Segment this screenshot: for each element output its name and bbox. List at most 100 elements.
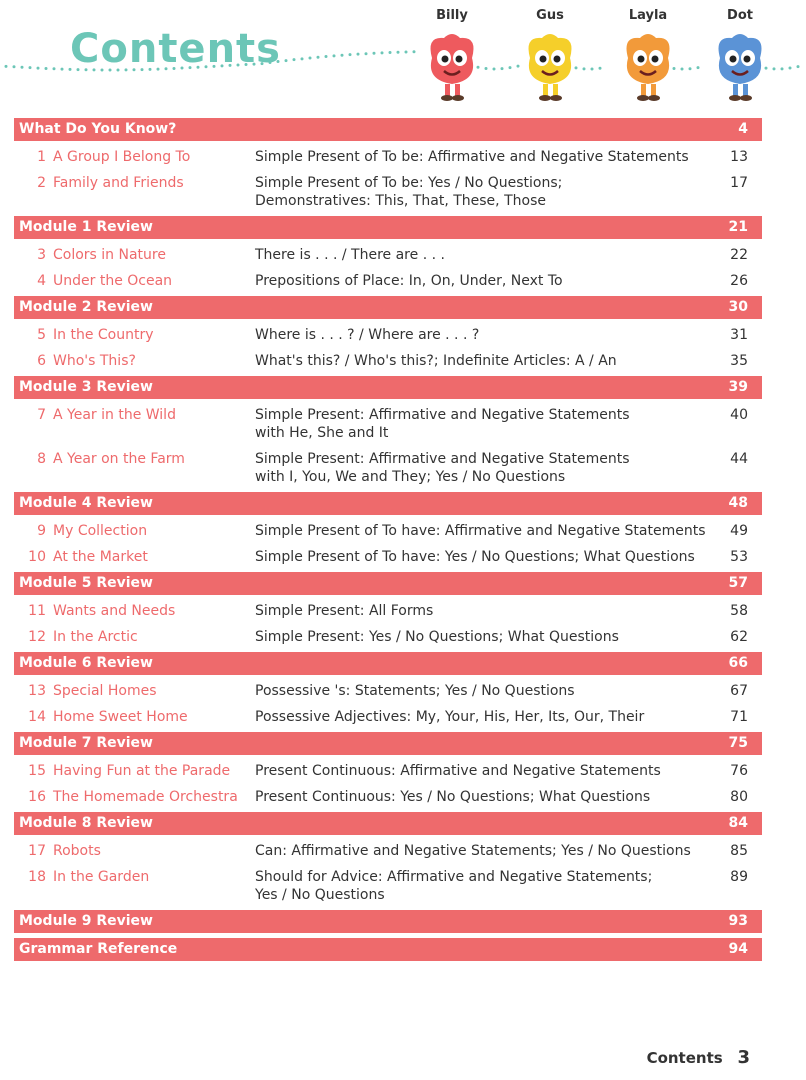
unit-page: 44 [730, 451, 748, 467]
unit-number: 6 [37, 353, 46, 369]
unit-row: 10 At the Market Simple Present of To have… [14, 548, 762, 566]
grammar-topic: There is . . . / There are . . . [255, 246, 725, 264]
section-title: Module 7 Review [19, 735, 153, 751]
unit-title: The Homemade Orchestra [53, 789, 238, 805]
grammar-topic: Simple Present of To be: Yes / No Questi… [255, 174, 725, 210]
unit-number: 7 [37, 407, 46, 423]
unit-number: 9 [37, 523, 46, 539]
unit-title: Under the Ocean [53, 273, 173, 289]
unit-row: 17 Robots Can: Affirmative and Negative St… [14, 842, 762, 860]
grammar-line: Simple Present: Affirmative and Negative… [255, 451, 630, 467]
section-header: Module 8 Review 84 [14, 812, 762, 835]
character-dot: Dot [700, 8, 780, 104]
grammar-line: Prepositions of Place: In, On, Under, Ne… [255, 273, 563, 289]
grammar-line: Where is . . . ? / Where are . . . ? [255, 327, 480, 343]
grammar-line: Yes / No Questions [255, 887, 385, 903]
section-header: What Do You Know? 4 [14, 118, 762, 141]
character-name: Dot [727, 8, 753, 23]
unit-page: 80 [730, 789, 748, 805]
unit-page: 89 [730, 869, 748, 885]
grammar-line: Present Continuous: Affirmative and Nega… [255, 763, 661, 779]
grammar-line: Simple Present: All Forms [255, 603, 434, 619]
unit-page: 71 [730, 709, 748, 725]
grammar-topic: Present Continuous: Yes / No Questions; … [255, 788, 725, 806]
unit-number: 15 [28, 763, 46, 779]
unit-row: 8 A Year on the Farm Simple Present: Affir… [14, 450, 762, 486]
unit-title: Colors in Nature [53, 247, 166, 263]
unit-number: 10 [28, 549, 46, 565]
character-layla: Layla [608, 8, 688, 104]
unit-page: 76 [730, 763, 748, 779]
grammar-line: with He, She and It [255, 425, 389, 441]
section-header: Module 6 Review 66 [14, 652, 762, 675]
unit-number: 5 [37, 327, 46, 343]
grammar-topic: Simple Present: Affirmative and Negative… [255, 406, 725, 442]
section-title: Module 2 Review [19, 299, 153, 315]
grammar-topic: Simple Present of To have: Yes / No Ques… [255, 548, 725, 566]
section-title: Module 9 Review [19, 913, 153, 929]
section-page: 30 [728, 299, 748, 315]
section-page: 93 [728, 913, 748, 929]
section-header: Grammar Reference 94 [14, 938, 762, 961]
unit-page: 31 [730, 327, 748, 343]
unit-page: 58 [730, 603, 748, 619]
section-page: 39 [728, 379, 748, 395]
unit-page: 22 [730, 247, 748, 263]
unit-row: 14 Home Sweet Home Possessive Adjectives: … [14, 708, 762, 726]
grammar-line: with I, You, We and They; Yes / No Quest… [255, 469, 566, 485]
unit-row: 13 Special Homes Possessive 's: Statements… [14, 682, 762, 700]
character-name: Layla [628, 8, 668, 23]
section-page: 21 [728, 219, 748, 235]
unit-number: 13 [28, 683, 46, 699]
grammar-line: Present Continuous: Yes / No Questions; … [255, 789, 651, 805]
unit-title: In the Garden [53, 869, 150, 885]
section-header: Module 2 Review 30 [14, 296, 762, 319]
unit-title: A Year on the Farm [53, 451, 185, 467]
unit-row: 16 The Homemade Orchestra Present Continuo… [14, 788, 762, 806]
unit-page: 49 [730, 523, 748, 539]
unit-page: 53 [730, 549, 748, 565]
unit-row: 3 Colors in Nature There is . . . / There … [14, 246, 762, 264]
grammar-topic: Simple Present: Affirmative and Negative… [255, 450, 725, 486]
grammar-line: Possessive 's: Statements; Yes / No Ques… [255, 683, 575, 699]
unit-title: In the Arctic [53, 629, 138, 645]
section-header: Module 3 Review 39 [14, 376, 762, 399]
unit-title: Robots [53, 843, 101, 859]
grammar-line: Simple Present of To have: Affirmative a… [255, 523, 706, 539]
grammar-line: What's this? / Who's this?; Indefinite A… [255, 353, 617, 369]
page-header: Contents Billy Gus Layla Dot [0, 0, 806, 112]
unit-page: 62 [730, 629, 748, 645]
unit-row: 11 Wants and Needs Simple Present: All For… [14, 602, 762, 620]
unit-page: 35 [730, 353, 748, 369]
table-of-contents: What Do You Know? 4 1 A Group I Belong To Si… [14, 118, 762, 961]
character-name: Gus [536, 8, 564, 23]
unit-row: 4 Under the Ocean Prepositions of Place: I… [14, 272, 762, 290]
unit-title: Special Homes [53, 683, 157, 699]
section-title: Grammar Reference [19, 941, 178, 957]
unit-title: Who's This? [53, 353, 136, 369]
unit-number: 17 [28, 843, 46, 859]
section-page: 66 [728, 655, 748, 671]
grammar-line: Demonstratives: This, That, These, Those [255, 193, 546, 209]
unit-row: 18 In the Garden Should for Advice: Affirm… [14, 868, 762, 904]
unit-number: 8 [37, 451, 46, 467]
unit-row: 1 A Group I Belong To Simple Present of To… [14, 148, 762, 166]
section-page: 48 [728, 495, 748, 511]
grammar-line: Simple Present of To be: Affirmative and… [255, 149, 689, 165]
unit-number: 16 [28, 789, 46, 805]
grammar-line: Simple Present of To be: Yes / No Questi… [255, 175, 563, 191]
character-billy: Billy [412, 8, 492, 104]
section-title: Module 4 Review [19, 495, 153, 511]
grammar-topic: Possessive Adjectives: My, Your, His, He… [255, 708, 725, 726]
unit-title: In the Country [53, 327, 154, 343]
unit-title: Wants and Needs [53, 603, 176, 619]
grammar-line: Simple Present of To have: Yes / No Ques… [255, 549, 695, 565]
unit-row: 5 In the Country Where is . . . ? / Where … [14, 326, 762, 344]
section-title: Module 6 Review [19, 655, 153, 671]
grammar-line: Can: Affirmative and Negative Statements… [255, 843, 691, 859]
unit-title: At the Market [53, 549, 148, 565]
grammar-topic: Prepositions of Place: In, On, Under, Ne… [255, 272, 725, 290]
billy-character-icon [430, 34, 474, 101]
unit-page: 26 [730, 273, 748, 289]
section-page: 84 [728, 815, 748, 831]
